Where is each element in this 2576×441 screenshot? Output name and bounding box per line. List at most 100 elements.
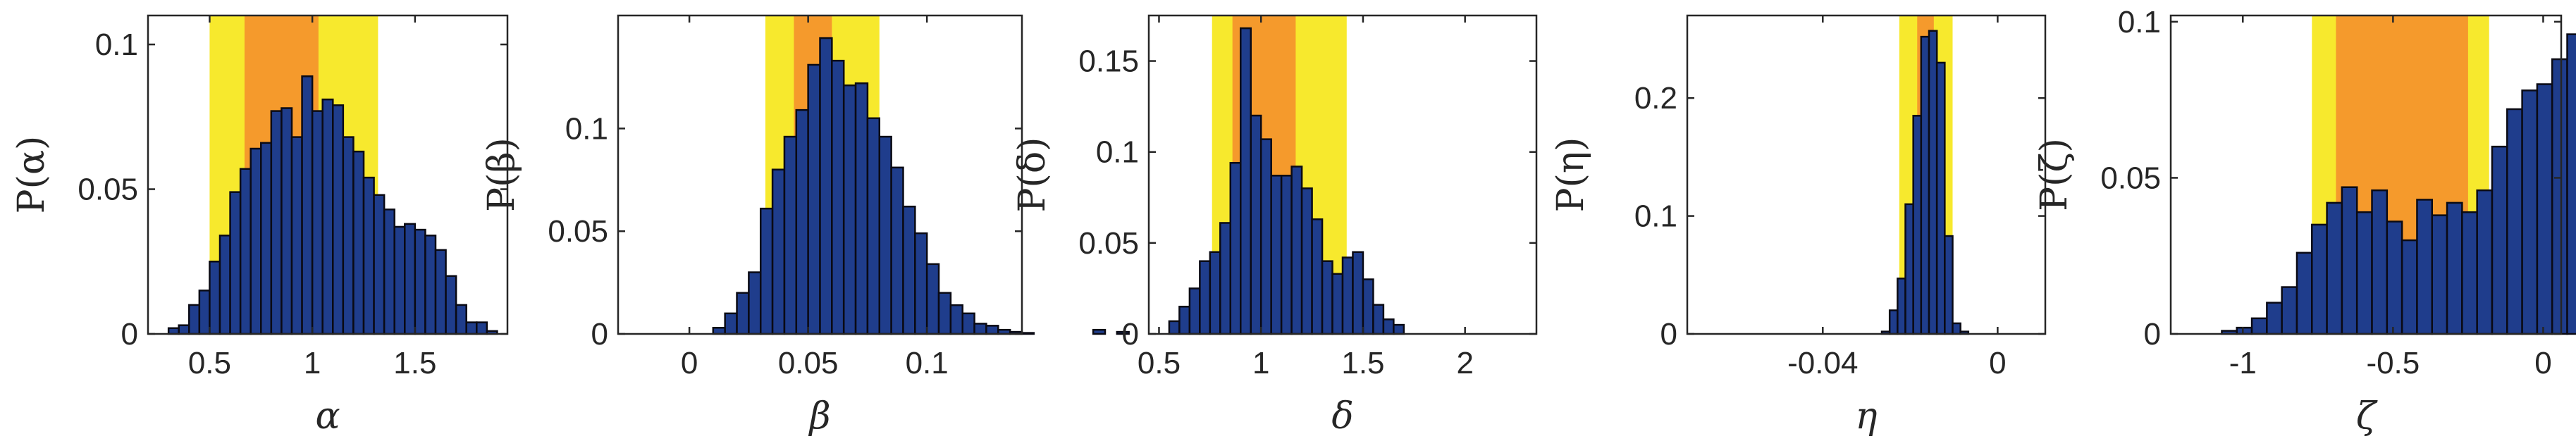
zeta-bar <box>2416 199 2434 335</box>
alpha-bar <box>404 223 417 335</box>
delta-bar <box>1393 323 1405 335</box>
delta-axes-box <box>1147 14 1538 335</box>
beta-bar <box>902 205 916 335</box>
delta-xtick-label: 2 <box>1456 346 1473 380</box>
beta-bar <box>759 207 774 335</box>
alpha-bar <box>321 98 334 335</box>
alpha-ytick-label: 0.05 <box>78 173 138 207</box>
delta-ytick-label: 0.15 <box>1078 44 1139 79</box>
alpha-ytick-label: 0 <box>121 317 138 352</box>
panel-alpha: 0.5 1 1.5 0 0.05 0.1 α P(α) <box>11 14 509 437</box>
delta-ylabel: P(δ) <box>1011 137 1054 213</box>
eta-bar <box>1928 30 1938 335</box>
delta-bar <box>1341 256 1354 335</box>
alpha-bar <box>445 275 457 335</box>
beta-bar <box>890 166 904 335</box>
alpha-bar <box>342 136 355 335</box>
alpha-bar <box>455 304 467 335</box>
delta-xtick-label: 1.5 <box>1341 346 1384 380</box>
delta-bar <box>1168 320 1181 335</box>
beta-bar <box>831 59 845 335</box>
beta-ylabel: P(β) <box>481 137 523 212</box>
alpha-bar <box>362 176 375 335</box>
zeta-bar <box>2355 211 2373 335</box>
zeta-bar <box>2341 186 2358 335</box>
zeta-bar <box>2311 223 2328 335</box>
zeta-bar <box>2326 201 2343 335</box>
zeta-bar <box>2521 89 2539 335</box>
delta-bar <box>1188 287 1201 335</box>
beta-bar <box>783 135 798 335</box>
eta-axes-box <box>1686 14 2047 335</box>
zeta-bar <box>2295 251 2313 335</box>
delta-bar <box>1300 187 1313 335</box>
beta-ytick-label: 0 <box>591 317 608 352</box>
delta-bar <box>1259 138 1272 335</box>
zeta-bar <box>2566 33 2576 335</box>
eta-bar <box>1920 35 1930 335</box>
eta-bar <box>1935 61 1946 335</box>
eta-bar <box>1904 203 1914 335</box>
alpha-bar <box>352 150 365 335</box>
zeta-bar <box>2250 317 2268 335</box>
zeta-bar <box>2551 58 2568 335</box>
eta-bar <box>1888 309 1899 335</box>
beta-xtick-label: 0 <box>681 346 698 380</box>
panel-eta: -0.04 0 0 0.1 0.2 η P(η) <box>1550 14 2047 437</box>
alpha-xtick-label: 1.5 <box>393 346 436 380</box>
zeta-bar <box>2491 145 2508 335</box>
delta-bar <box>1199 260 1212 335</box>
zeta-bar <box>2386 220 2403 335</box>
beta-bar <box>736 292 750 335</box>
zeta-xtick-label: 0 <box>2534 346 2551 380</box>
beta-bar <box>807 63 821 335</box>
beta-bar <box>748 271 762 335</box>
zeta-xtick-label: -0.5 <box>2366 346 2420 380</box>
beta-bar <box>842 84 857 335</box>
zeta-bar <box>2401 239 2418 335</box>
alpha-bar <box>281 107 293 335</box>
beta-bar <box>712 327 726 335</box>
zeta-bar <box>2536 83 2553 335</box>
delta-bar <box>1250 114 1262 335</box>
delta-bar <box>1240 27 1252 335</box>
alpha-bar <box>290 136 303 335</box>
alpha-bar <box>393 225 406 335</box>
alpha-bar <box>373 194 386 335</box>
delta-xlabel: δ <box>1331 395 1353 437</box>
delta-bar <box>1209 251 1221 335</box>
beta-xlabel: β <box>808 395 830 437</box>
alpha-bar <box>249 147 262 335</box>
delta-ytick-label: 0.1 <box>1096 135 1139 170</box>
panel-delta: 0.5 1 1.5 2 0 0.05 0.1 0.15 δ P(δ) <box>1011 14 1538 437</box>
alpha-xlabel: α <box>315 395 340 437</box>
eta-xtick-label: 0 <box>1989 346 2006 380</box>
delta-xtick-label: 1 <box>1252 346 1269 380</box>
beta-xtick-label: 0.1 <box>906 346 949 380</box>
delta-bar <box>1382 318 1395 335</box>
alpha-xtick-label: 1 <box>304 346 321 380</box>
beta-bar <box>819 37 833 335</box>
alpha-bar <box>188 304 201 335</box>
eta-bar <box>1912 115 1923 335</box>
eta-bar <box>1952 322 1961 335</box>
zeta-ytick-label: 0.05 <box>2100 161 2161 195</box>
alpha-bar <box>332 104 345 335</box>
alpha-bar <box>414 228 426 335</box>
alpha-bar <box>465 321 478 335</box>
eta-ytick-label: 0.1 <box>1634 199 1677 234</box>
beta-bar <box>724 312 738 335</box>
delta-bar <box>1219 222 1232 335</box>
alpha-bar <box>301 75 314 335</box>
eta-xtick-label: -0.04 <box>1787 346 1858 380</box>
beta-bar <box>771 168 786 335</box>
zeta-bar <box>2461 211 2478 335</box>
beta-bar <box>866 117 881 335</box>
beta-bar <box>973 323 987 335</box>
eta-bar <box>1897 278 1906 335</box>
beta-bar <box>1021 332 1035 335</box>
zeta-axes-box <box>2169 14 2563 335</box>
zeta-bar <box>2371 189 2389 335</box>
panel-zeta: -1 -0.5 0 0 0.05 0.1 ζ P(ζ) <box>2033 5 2576 437</box>
